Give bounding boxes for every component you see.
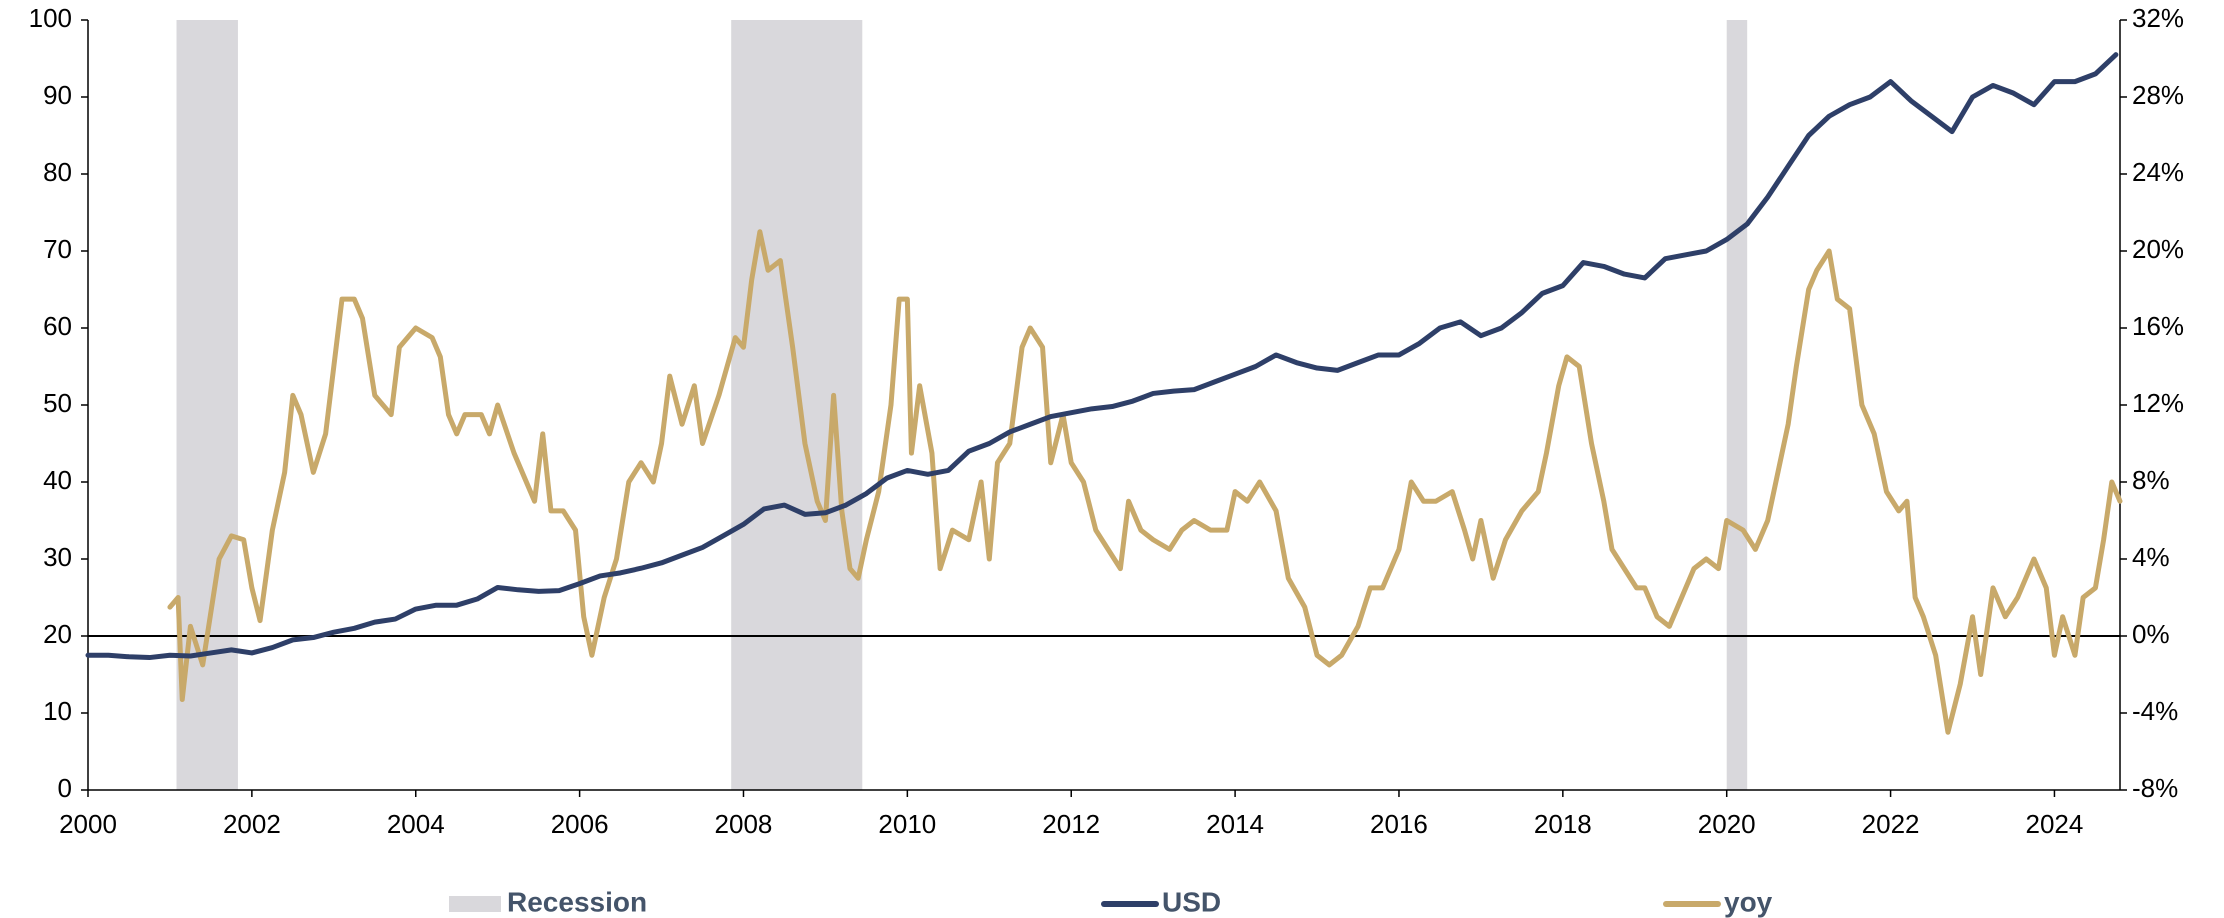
y-tick-label: 0 (58, 773, 72, 803)
y2-tick-label: 28% (2132, 80, 2184, 110)
legend-label: Recession (507, 886, 647, 917)
recession-band (731, 20, 863, 790)
x-tick-label: 2012 (1042, 809, 1100, 839)
y2-tick-label: 0% (2132, 619, 2170, 649)
y-tick-label: 90 (43, 80, 72, 110)
y-tick-label: 80 (43, 157, 72, 187)
y-tick-label: 100 (29, 3, 72, 33)
y2-tick-label: 4% (2132, 542, 2170, 572)
x-tick-label: 2014 (1206, 809, 1264, 839)
y-tick-label: 70 (43, 234, 72, 264)
x-tick-label: 2024 (2026, 809, 2084, 839)
y-tick-label: 40 (43, 465, 72, 495)
y2-tick-label: 16% (2132, 311, 2184, 341)
y2-tick-label: -4% (2132, 696, 2178, 726)
legend-label: USD (1162, 886, 1221, 917)
y2-tick-label: 12% (2132, 388, 2184, 418)
y-tick-label: 30 (43, 542, 72, 572)
x-tick-label: 2022 (1862, 809, 1920, 839)
recession-band (1726, 20, 1748, 790)
x-tick-label: 2016 (1370, 809, 1428, 839)
series-line (167, 229, 2123, 735)
x-tick-label: 2004 (387, 809, 445, 839)
y2-tick-label: 24% (2132, 157, 2184, 187)
x-tick-label: 2006 (551, 809, 609, 839)
x-tick-label: 2008 (715, 809, 773, 839)
y2-tick-label: -8% (2132, 773, 2178, 803)
y-tick-label: 10 (43, 696, 72, 726)
legend-swatch (449, 896, 501, 912)
y-tick-label: 20 (43, 619, 72, 649)
y-tick-label: 50 (43, 388, 72, 418)
legend-label: yoy (1724, 886, 1773, 917)
x-tick-label: 2010 (878, 809, 936, 839)
y-tick-label: 60 (43, 311, 72, 341)
y2-tick-label: 8% (2132, 465, 2170, 495)
recession-layer (176, 20, 1748, 790)
y2-tick-label: 32% (2132, 3, 2184, 33)
x-tick-label: 2000 (59, 809, 117, 839)
x-tick-label: 2020 (1698, 809, 1756, 839)
y2-tick-label: 20% (2132, 234, 2184, 264)
series-line (85, 52, 2119, 661)
x-tick-label: 2002 (223, 809, 281, 839)
x-tick-label: 2018 (1534, 809, 1592, 839)
